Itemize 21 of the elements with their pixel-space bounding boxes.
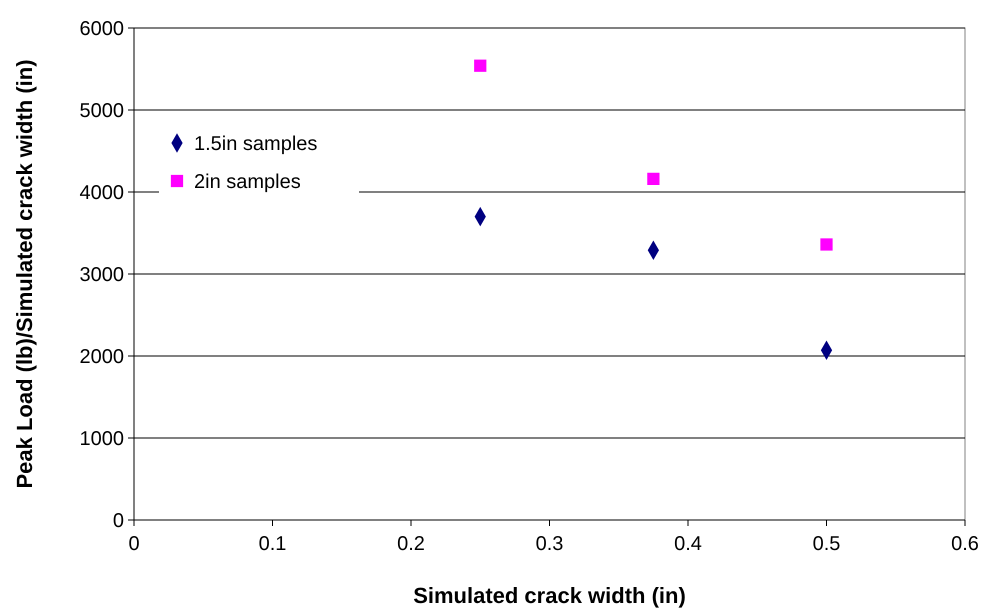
y-tick-label: 0 <box>112 510 124 532</box>
x-tick-label: 0.1 <box>258 533 286 555</box>
x-tick-label: 0.2 <box>397 533 425 555</box>
y-tick-label: 6000 <box>80 18 124 40</box>
y-tick-label: 4000 <box>80 182 124 204</box>
x-axis-title: Simulated crack width (in) <box>413 583 686 608</box>
x-tick-label: 0.4 <box>674 533 702 555</box>
y-tick-label: 1000 <box>80 428 124 450</box>
point <box>474 60 486 72</box>
y-tick-label: 3000 <box>80 264 124 286</box>
x-tick-label: 0.6 <box>951 533 979 555</box>
point <box>820 238 833 251</box>
legend-label: 2in samples <box>194 171 301 193</box>
y-axis-title: Peak Load (lb)/Simulated crack width (in) <box>12 59 37 489</box>
legend-label: 1.5in samples <box>194 133 318 155</box>
point <box>647 172 660 186</box>
y-tick-label: 5000 <box>80 100 124 122</box>
y-tick-label: 2000 <box>80 346 124 368</box>
x-tick-label: 0 <box>128 533 140 555</box>
x-tick-label: 0.5 <box>812 533 840 555</box>
x-tick-label: 0.3 <box>536 533 564 555</box>
